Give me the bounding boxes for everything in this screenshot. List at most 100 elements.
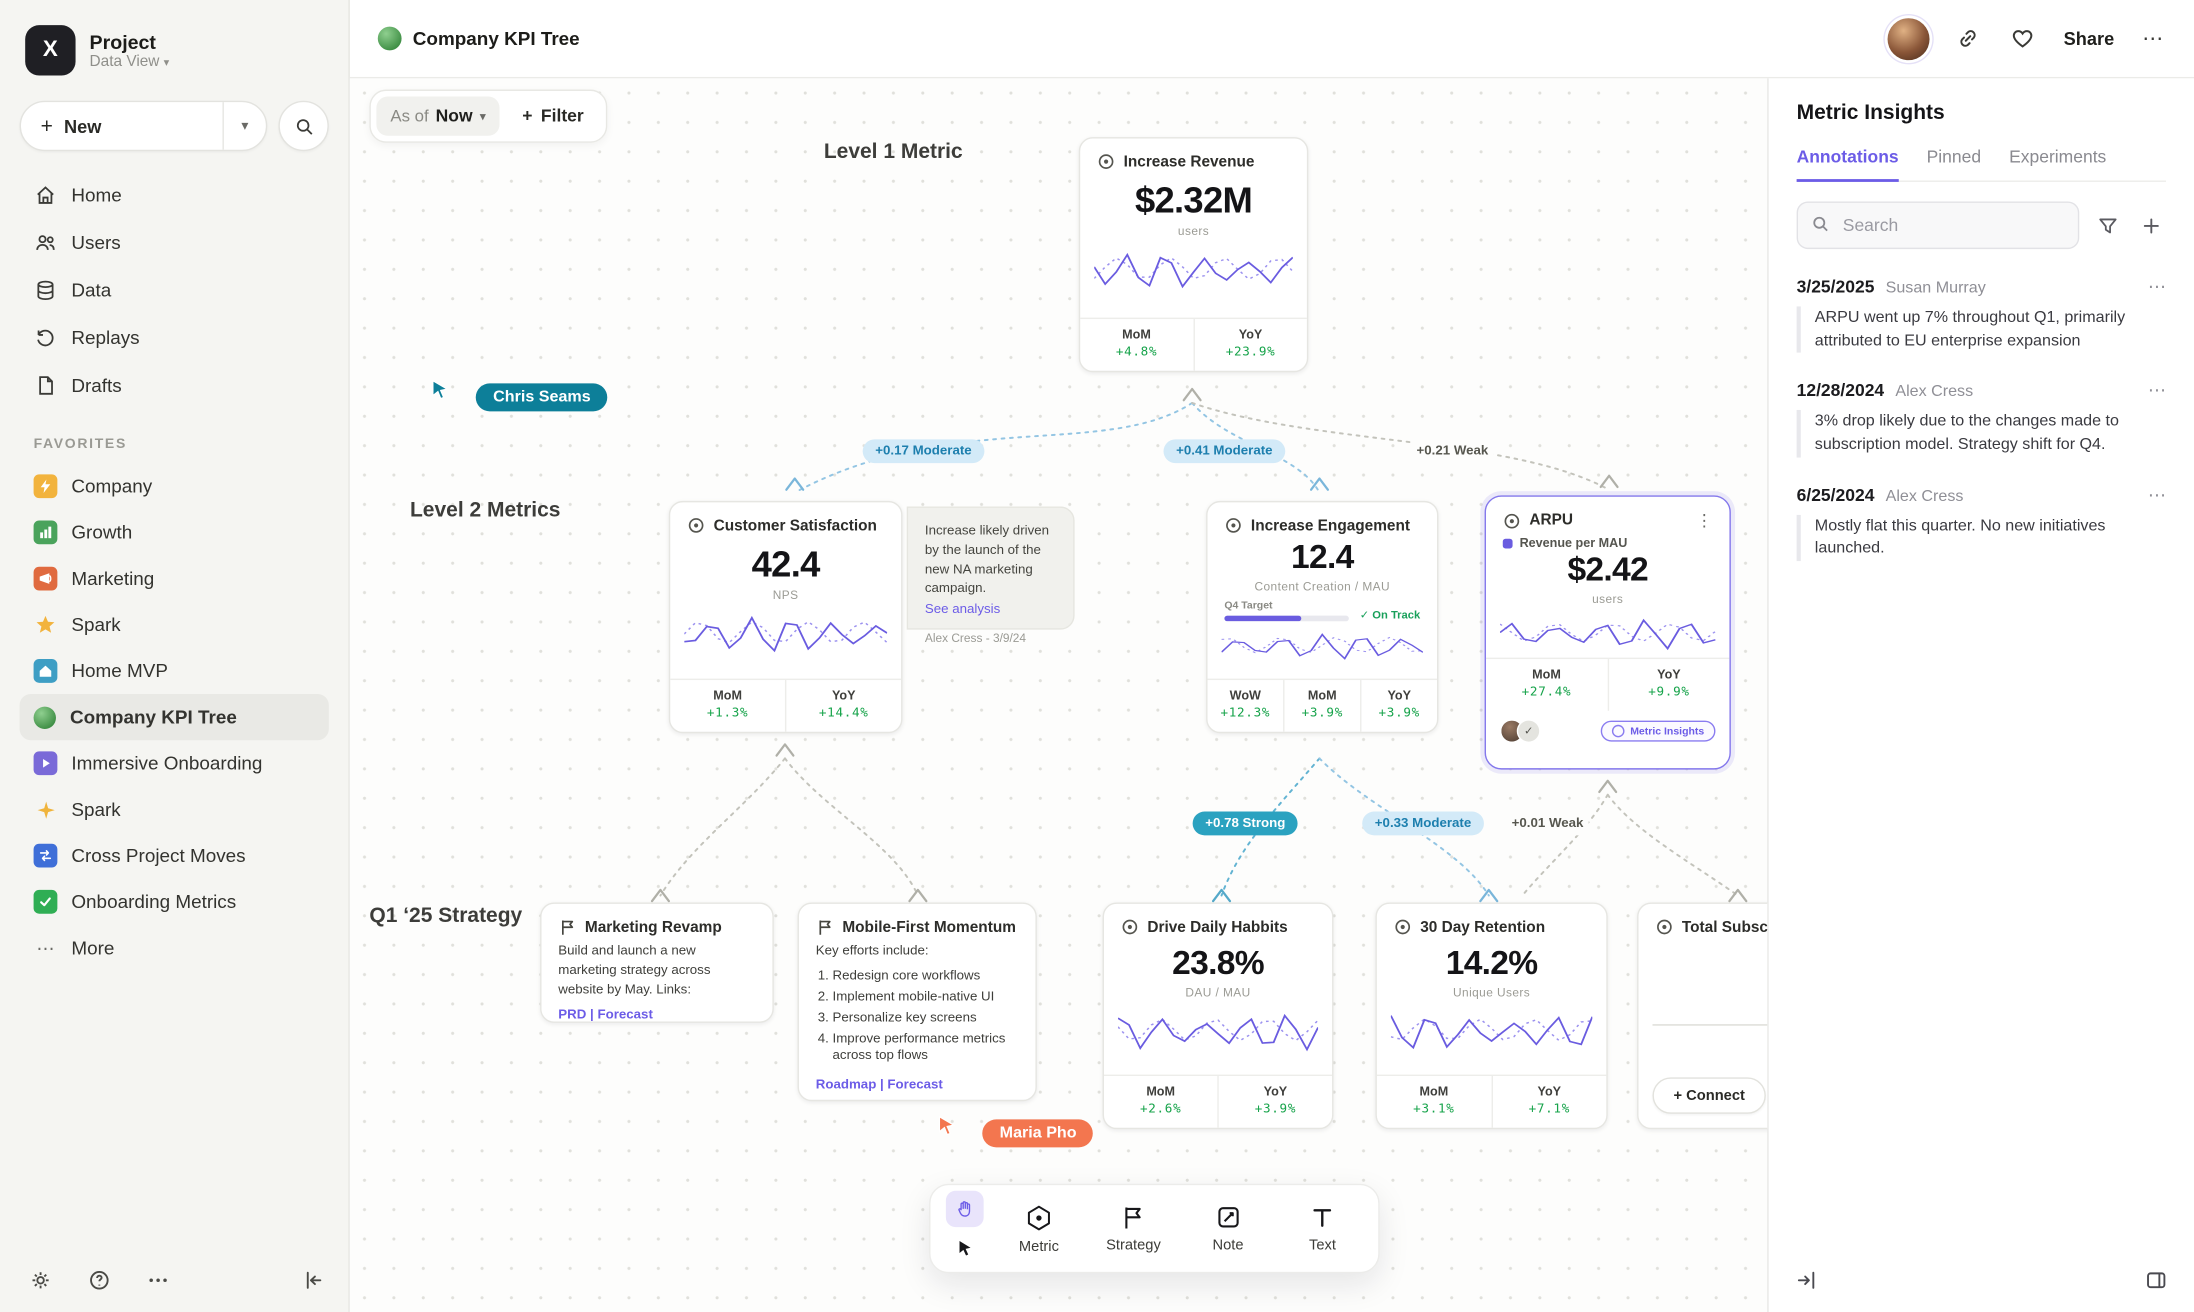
new-button-dropdown[interactable]: ▾: [222, 102, 265, 150]
sidebar-options-button[interactable]: [143, 1265, 174, 1296]
add-annotation-button[interactable]: [2137, 211, 2166, 240]
favorite-onboarding-metrics[interactable]: Onboarding Metrics: [20, 879, 329, 925]
ellipsis-icon: [149, 1278, 167, 1283]
strategy-tool-button[interactable]: Strategy: [1089, 1192, 1178, 1265]
sidebar-nav: Home Users Data Replays Drafts: [20, 171, 329, 409]
metric-insights-badge[interactable]: Metric Insights: [1600, 720, 1716, 742]
tool-label: Text: [1309, 1236, 1337, 1254]
copy-link-button[interactable]: [1952, 22, 1984, 54]
edge-label[interactable]: +0.41 Moderate: [1163, 439, 1286, 464]
tab-pinned[interactable]: Pinned: [1926, 146, 1982, 167]
favorite-spark[interactable]: Spark: [20, 602, 329, 648]
plus-icon: +: [40, 114, 53, 138]
kpi-canvas[interactable]: As of Now ▾ + Filter Level 1 Metric Leve…: [349, 78, 1768, 1312]
filter-annotations-button[interactable]: [2093, 211, 2122, 240]
strategy-card-mobile-first-momentum[interactable]: Mobile-First Momentum Key efforts includ…: [797, 902, 1037, 1102]
favorite-button[interactable]: [2006, 22, 2038, 54]
annotation-options-button[interactable]: ⋯: [2147, 379, 2167, 401]
more-label: More: [71, 937, 115, 959]
annotation-item[interactable]: 12/28/2024 Alex Cress ⋯ 3% drop likely d…: [1796, 379, 2167, 458]
sidebar-more[interactable]: ⋯ More: [20, 925, 329, 971]
metric-tool-button[interactable]: Metric: [994, 1192, 1083, 1265]
user-avatar[interactable]: [1887, 17, 1930, 60]
select-tool-button[interactable]: [946, 1230, 984, 1266]
strategy-links[interactable]: Roadmap | Forecast: [815, 1077, 943, 1093]
favorite-label: Cross Project Moves: [71, 845, 246, 867]
as-of-selector[interactable]: As of Now ▾: [376, 96, 500, 136]
metric-card-increase-revenue[interactable]: Increase Revenue $2.32M users MoM +4.8% Y…: [1078, 137, 1309, 373]
sidebar-item-replays[interactable]: Replays: [20, 313, 329, 361]
new-button[interactable]: + New ▾: [19, 100, 268, 152]
stat-cell: MoM +1.3%: [706, 688, 749, 721]
annotation-options-button[interactable]: ⋯: [2147, 483, 2167, 505]
help-button[interactable]: [84, 1265, 115, 1296]
favorite-cross-project-moves[interactable]: Cross Project Moves: [20, 833, 329, 879]
connect-data-button[interactable]: + Connect: [1652, 1077, 1766, 1114]
filter-button[interactable]: + Filter: [506, 97, 601, 136]
card-title: Mobile-First Momentum: [842, 918, 1016, 936]
annotation-item[interactable]: 6/25/2024 Alex Cress ⋯ Mostly flat this …: [1796, 483, 2167, 562]
note-tool-button[interactable]: Note: [1184, 1192, 1273, 1265]
sidebar-item-home[interactable]: Home: [20, 171, 329, 219]
metric-card-increase-engagement[interactable]: Increase Engagement 12.4 Content Creatio…: [1206, 500, 1439, 734]
panel-layout-button[interactable]: [2141, 1265, 2172, 1296]
annotations-search-input[interactable]: [1796, 201, 2080, 250]
project-switcher[interactable]: X Project Data View ▾: [20, 20, 329, 82]
metric-unit: users: [1177, 223, 1210, 238]
favorite-company-kpi-tree[interactable]: Company KPI Tree: [19, 694, 329, 741]
sidebar-search-button[interactable]: [278, 100, 329, 152]
favorite-growth[interactable]: Growth: [20, 509, 329, 555]
edge-label[interactable]: +0.78 Strong: [1192, 811, 1298, 836]
sidebar-item-data[interactable]: Data: [20, 266, 329, 314]
annotation-text: Mostly flat this quarter. No new initiat…: [1796, 514, 2166, 562]
sidebar-item-users[interactable]: Users: [20, 218, 329, 266]
annotation-text: ARPU went up 7% throughout Q1, primarily…: [1796, 306, 2166, 354]
edge-label[interactable]: +0.17 Moderate: [862, 439, 985, 464]
card-menu-button[interactable]: ⋮: [1695, 510, 1713, 531]
annotation-author: Alex Cress: [1895, 383, 1974, 401]
hand-icon: [958, 1201, 971, 1217]
edge-label[interactable]: +0.01 Weak: [1506, 811, 1590, 836]
favorite-immersive-onboarding[interactable]: Immersive Onboarding: [20, 740, 329, 786]
edge-label[interactable]: +0.33 Moderate: [1362, 811, 1484, 836]
favorite-marketing[interactable]: Marketing: [20, 555, 329, 601]
favorite-home-mvp[interactable]: Home MVP: [20, 648, 329, 694]
board-options-button[interactable]: ⋯: [2139, 25, 2166, 52]
annotation-author: Susan Murray: [1885, 279, 1986, 297]
collapse-sidebar-button[interactable]: [298, 1265, 329, 1296]
favorite-label: Spark: [71, 614, 121, 636]
edge-label[interactable]: +0.21 Weak: [1410, 439, 1494, 464]
badge-label: Metric Insights: [1630, 724, 1705, 738]
metric-card-30-day-retention[interactable]: 30 Day Retention 14.2% Unique Users MoM +…: [1375, 902, 1608, 1130]
tab-experiments[interactable]: Experiments: [2009, 146, 2107, 167]
strategy-card-marketing-revamp[interactable]: Marketing Revamp Build and launch a new …: [540, 902, 774, 1023]
tab-annotations[interactable]: Annotations: [1796, 147, 1899, 182]
annotation-note-card[interactable]: Increase likely driven by the launch of …: [906, 506, 1075, 645]
sidebar-item-label: Users: [71, 231, 121, 253]
card-title: Increase Revenue: [1123, 153, 1255, 171]
favorite-spark-2[interactable]: Spark: [20, 786, 329, 832]
share-button[interactable]: Share: [2061, 25, 2117, 52]
metric-card-arpu[interactable]: ARPU ⋮ Revenue per MAU $2.42 users MoM +2…: [1484, 495, 1731, 770]
metric-card-drive-daily-habbits[interactable]: Drive Daily Habbits 23.8% DAU / MAU MoM +…: [1102, 902, 1334, 1130]
database-icon: [37, 280, 54, 300]
hand-tool-button[interactable]: [946, 1190, 985, 1228]
metric-icon: [1122, 919, 1138, 935]
favorite-label: Company KPI Tree: [69, 706, 237, 728]
metric-card-total-subscriptions[interactable]: Total Subscript + Connect: [1637, 902, 1768, 1130]
strategy-item: Personalize key screens: [833, 1010, 1022, 1027]
note-link[interactable]: See analysis: [924, 601, 1001, 618]
favorite-company[interactable]: Company: [20, 463, 329, 509]
favorite-label: Immersive Onboarding: [71, 752, 263, 774]
sidebar-item-drafts[interactable]: Drafts: [20, 361, 329, 409]
play-icon: [33, 751, 58, 776]
expand-panel-button[interactable]: [1791, 1265, 1822, 1296]
settings-button[interactable]: [25, 1265, 56, 1296]
favorite-label: Home MVP: [71, 660, 168, 682]
annotation-item[interactable]: 3/25/2025 Susan Murray ⋯ ARPU went up 7%…: [1796, 275, 2167, 354]
cursor-arrow-icon: [432, 379, 449, 400]
strategy-links[interactable]: PRD | Forecast: [558, 1007, 653, 1024]
annotation-options-button[interactable]: ⋯: [2147, 275, 2167, 297]
metric-card-customer-satisfaction[interactable]: Customer Satisfaction 42.4 NPS MoM +1.3% …: [668, 500, 903, 734]
text-tool-button[interactable]: Text: [1278, 1192, 1367, 1265]
